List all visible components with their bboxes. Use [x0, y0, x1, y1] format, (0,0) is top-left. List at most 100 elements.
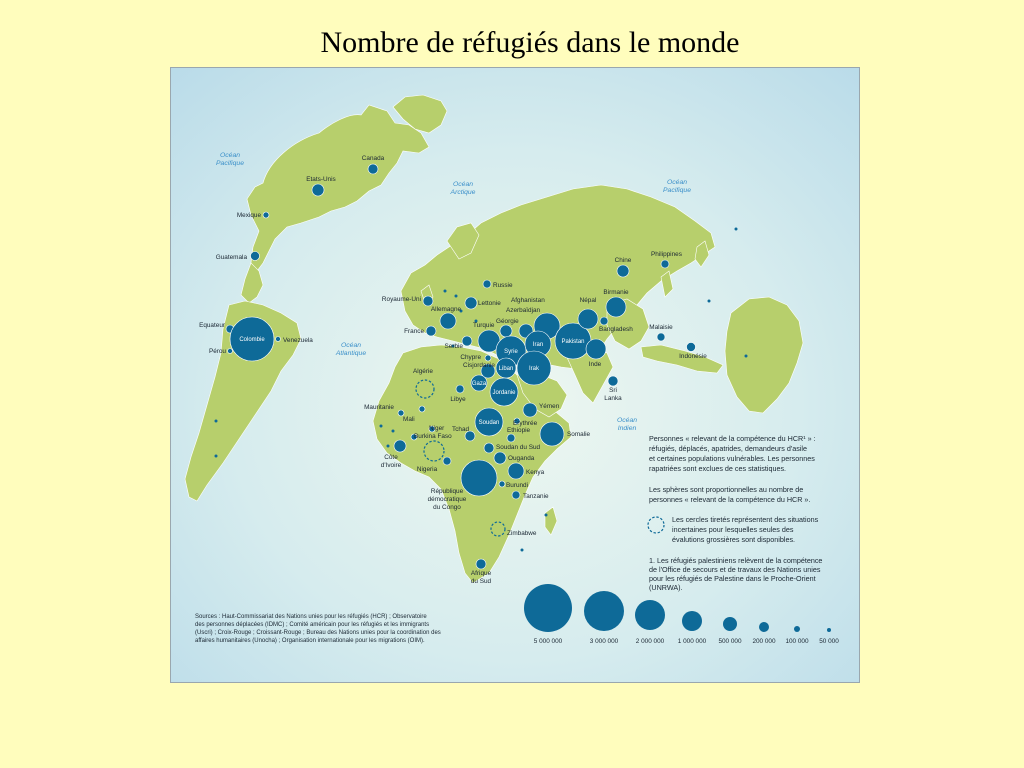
sphere-georgie — [499, 324, 513, 338]
label-bangladesh: Bangladesh — [599, 326, 633, 333]
dashed-circle-algerie — [415, 379, 435, 399]
dot — [544, 513, 548, 517]
label-sri-lanka-line2: Lanka — [604, 395, 622, 402]
label-chypre: Chypre — [460, 354, 481, 361]
label-rdc-line2: démocratique — [428, 496, 467, 503]
sphere-lettonie — [464, 296, 478, 310]
label-russie: Russie — [493, 282, 513, 289]
sphere-nepal — [577, 308, 599, 330]
dot — [214, 454, 218, 458]
sphere-yemen — [522, 402, 538, 418]
sphere-canada — [367, 163, 379, 175]
label-cisjordanie: Cisjordanie — [463, 362, 495, 369]
label-nigeria: Nigeria — [417, 466, 438, 473]
label-birmanie: Birmanie — [603, 289, 629, 296]
sphere-burkina-faso — [410, 433, 418, 441]
legend-label-100000: 100 000 — [785, 638, 809, 645]
sources-line-1: Sources : Haut-Commissariat des Nations … — [195, 614, 427, 620]
legend-sphere-500000 — [723, 617, 737, 631]
dot — [734, 227, 738, 231]
dot — [214, 419, 218, 423]
label-erythree: Erythrée — [513, 420, 538, 427]
legend-sphere-1000000 — [682, 611, 702, 631]
label-ethiopie: Ethiopie — [507, 427, 531, 434]
label-algerie: Algérie — [413, 368, 433, 375]
footnote-line-3: pour les réfugiés de Palestine dans le P… — [649, 574, 816, 583]
label-afrique-du-sud-line1: Afrique — [471, 570, 492, 577]
sphere-mauritanie — [397, 409, 405, 417]
sources-line-2: des personnes déplacées (IDMC) ; Comité … — [195, 622, 429, 628]
spheres-line-2: personnes « relevant de la compétence du… — [649, 495, 810, 504]
landmasses — [184, 94, 804, 584]
label-chine: Chine — [615, 257, 632, 264]
legend-label-500000: 500 000 — [718, 638, 742, 645]
label-turquie: Turquie — [473, 322, 495, 329]
refugee-map: Océan Pacifique Océan Arctique Océan Pac… — [170, 67, 860, 683]
label-perou: Pérou — [209, 348, 226, 355]
sphere-malaisie — [656, 332, 666, 342]
label-canada: Canada — [362, 155, 385, 162]
label-equateur: Equateur — [199, 322, 226, 329]
label-gaza: Gaza — [472, 381, 487, 387]
legend-sphere-100000 — [794, 626, 800, 632]
legend-label-3000000: 3 000 000 — [590, 638, 619, 645]
legend-sphere-5000000 — [524, 584, 572, 632]
sphere-jordanie — [489, 377, 519, 407]
definition-line-4: rapatriées sont exclues de ces statistiq… — [649, 464, 786, 473]
sphere-ouganda — [493, 451, 507, 465]
ocean-atlantique-line1: Océan — [341, 342, 361, 349]
dashed-line-3: évalutions grossières sont disponibles. — [672, 535, 795, 544]
sphere-mali — [418, 405, 426, 413]
label-burundi: Burundi — [506, 482, 528, 489]
legend-sphere-3000000 — [584, 591, 624, 631]
label-soudan-du-sud: Soudan du Sud — [496, 444, 541, 451]
dot — [386, 444, 390, 448]
label-liban: Liban — [499, 366, 514, 372]
label-rdc-line1: République — [431, 488, 464, 495]
label-ouganda: Ouganda — [508, 455, 535, 462]
madagascar-land — [544, 506, 558, 536]
central-america-land — [240, 262, 264, 304]
sphere-mexique — [262, 211, 270, 219]
sphere-soudan-du-sud — [483, 442, 495, 454]
label-azerbaidjan: Azerbaïdjan — [506, 307, 541, 314]
sphere-ethiopie — [506, 433, 516, 443]
sphere-guatemala — [250, 251, 260, 261]
legend-sphere-200000 — [759, 622, 769, 632]
sphere-sri-lanka — [607, 375, 619, 387]
legend-label-5000000: 5 000 000 — [534, 638, 563, 645]
sphere-afrique-du-sud — [475, 558, 487, 570]
dashed-circle-burkina-niger — [423, 440, 445, 462]
dot — [451, 344, 455, 348]
label-indonesie: Indonésie — [679, 353, 707, 360]
label-pakistan: Pakistan — [561, 339, 584, 345]
footnote-line-2: de l'Office de secours et de travaux des… — [649, 565, 821, 574]
dot — [391, 429, 395, 433]
label-tchad: Tchad — [452, 426, 469, 433]
south-america-land — [184, 300, 302, 502]
sphere-allemagne — [439, 312, 457, 330]
sphere-rdc — [460, 459, 498, 497]
ocean-indien-line2: Indien — [618, 425, 637, 432]
label-iran: Iran — [533, 342, 543, 348]
ocean-arctique-line2: Arctique — [450, 189, 476, 196]
definition-line-2: réfugiés, déplacés, apatrides, demandeur… — [649, 444, 807, 453]
label-rdc-line3: du Congo — [433, 504, 461, 511]
ocean-atlantique-line2: Atlantique — [335, 350, 366, 357]
sources-text: Sources : Haut-Commissariat des Nations … — [195, 614, 441, 644]
sphere-kenya — [507, 462, 525, 480]
sphere-tchad — [464, 430, 476, 442]
dot — [459, 309, 463, 313]
ocean-pacifique-right-line1: Océan — [667, 179, 687, 186]
legend-dashed-circle — [647, 516, 665, 534]
sphere-inde — [585, 338, 607, 360]
footnote-line-4: (UNRWA). — [649, 583, 683, 592]
sources-line-4: affaires humanitaires (Unocha) ; Organis… — [195, 638, 425, 644]
sphere-philippines — [660, 259, 670, 269]
label-zimbabwe: Zimbabwe — [507, 530, 537, 537]
sphere-gaza — [470, 374, 488, 392]
label-serbie: Serbie — [445, 343, 464, 350]
label-allemagne: Allemagne — [431, 306, 462, 313]
label-mauritanie: Mauritanie — [364, 404, 394, 411]
ocean-labels: Océan Pacifique Océan Arctique Océan Pac… — [216, 152, 691, 432]
